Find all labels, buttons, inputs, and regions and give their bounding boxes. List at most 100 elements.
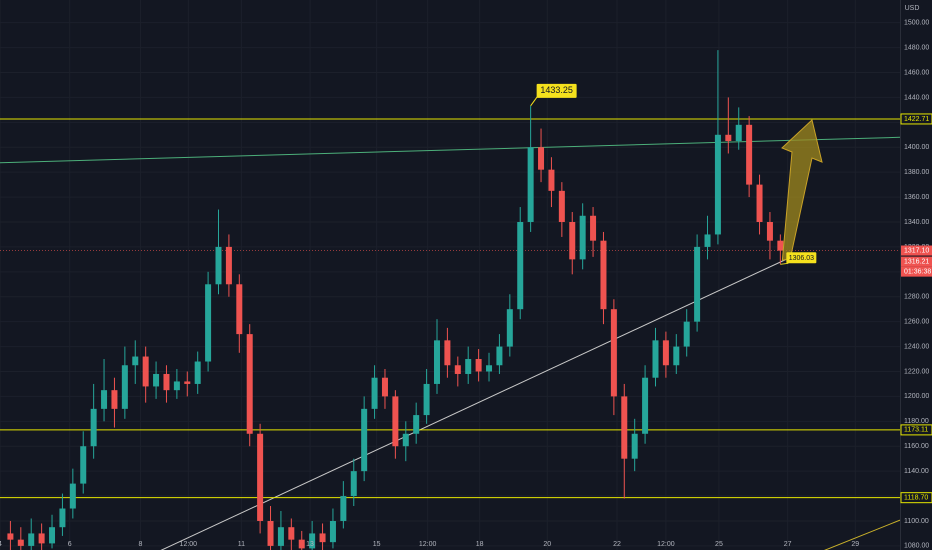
callout-label: 1433.25 — [540, 85, 573, 95]
overlays: 1433.25 1306.03 — [530, 83, 823, 265]
candle-body — [444, 340, 451, 366]
x-tick-label: 15 — [373, 541, 381, 548]
candle-body — [777, 240, 784, 251]
y-tick-label: 1260.00 — [904, 318, 929, 325]
y-tick-label: 1380.00 — [904, 169, 929, 176]
candles — [7, 50, 784, 550]
candle-body — [506, 309, 513, 347]
line-badge-label: 1173.11 — [904, 427, 928, 434]
candle-body — [631, 433, 638, 459]
candle-body — [558, 190, 565, 222]
candle-body — [475, 359, 482, 372]
candle-body — [714, 134, 721, 235]
callout-pointer — [780, 262, 789, 265]
candle-body — [735, 124, 742, 142]
candle-body — [38, 533, 45, 544]
candle-body — [236, 284, 243, 335]
candle-body — [538, 147, 545, 170]
price-badge-label: 1317.10 — [904, 247, 929, 254]
trend-line — [824, 519, 901, 550]
y-tick-label: 1340.00 — [904, 219, 929, 226]
y-tick-label: 1440.00 — [904, 94, 929, 101]
line-badge — [900, 113, 932, 125]
y-tick-label: 1460.00 — [904, 69, 929, 76]
grid — [0, 0, 900, 550]
y-tick-label: 1100.00 — [904, 518, 929, 525]
candle-body — [69, 483, 76, 509]
callout-box — [536, 83, 577, 98]
x-tick-label: 29 — [851, 541, 859, 548]
currency-label: USD — [905, 5, 920, 12]
candle-body — [673, 346, 680, 366]
candle-body — [350, 471, 357, 497]
candle-body — [17, 539, 24, 546]
y-tick-label: 1200.00 — [904, 393, 929, 400]
candle-body — [652, 340, 659, 378]
candle-body — [309, 533, 316, 549]
candle-body — [132, 356, 139, 366]
candle-body — [163, 373, 170, 391]
candle-body — [49, 527, 56, 544]
candle-body — [28, 533, 35, 546]
candle-body — [298, 539, 305, 549]
line-badge — [900, 424, 932, 436]
price-badge-label: 1316.21 — [904, 258, 929, 265]
candle-body — [642, 377, 649, 434]
y-tick-label: 1180.00 — [904, 418, 929, 425]
x-tick-label: 6 — [68, 541, 72, 548]
candle-body — [704, 234, 711, 247]
candle-body — [756, 184, 763, 222]
candle-body — [111, 390, 118, 409]
candle-body — [246, 334, 253, 434]
y-tick-label: 1400.00 — [904, 144, 929, 151]
y-tick-label: 1160.00 — [904, 443, 929, 450]
candle-body — [569, 221, 576, 260]
candle-body — [80, 446, 87, 484]
candle-body — [101, 390, 108, 409]
x-tick-label: 25 — [715, 541, 723, 548]
x-tick-label: 12:00 — [657, 541, 675, 548]
x-tick-label: 18 — [476, 541, 484, 548]
candle-body — [610, 309, 617, 397]
candle-body — [527, 147, 534, 222]
y-tick-label: 1220.00 — [904, 368, 929, 375]
x-tick-label: 4 — [0, 541, 2, 548]
candle-body — [548, 169, 555, 191]
x-tick-label: 11 — [238, 541, 245, 548]
forecast-arrow — [781, 119, 823, 261]
candle-body — [153, 373, 160, 387]
candle-body — [257, 433, 264, 521]
candle-body — [413, 415, 420, 434]
candle-body — [215, 246, 222, 285]
x-tick-label: 12:00 — [419, 541, 437, 548]
line-badge — [900, 492, 932, 504]
candle-body — [288, 527, 295, 540]
y-tick-label: 1240.00 — [904, 343, 929, 350]
candle-body — [173, 381, 180, 391]
candle-body — [694, 246, 701, 322]
candle-body — [496, 346, 503, 366]
candle-body — [90, 408, 97, 447]
candle-body — [267, 520, 274, 546]
candle-body — [402, 433, 409, 447]
x-tick-label: 13 — [306, 541, 314, 548]
candle-body — [579, 215, 586, 260]
candle-body — [433, 340, 440, 384]
candle-body — [121, 365, 128, 409]
candle-body — [465, 359, 472, 374]
y-tick-label: 1480.00 — [904, 44, 929, 51]
candle-body — [329, 520, 336, 543]
candle-body — [7, 533, 14, 540]
candle-body — [517, 221, 524, 310]
x-tick-label: 20 — [543, 541, 551, 548]
candle-body — [340, 496, 347, 521]
candle-body — [225, 246, 232, 285]
price-badge — [901, 256, 932, 267]
candle-body — [194, 361, 201, 384]
candle-body — [683, 321, 690, 347]
candle-body — [621, 396, 628, 459]
candle-body — [381, 377, 388, 397]
y-tick-label: 1360.00 — [904, 194, 929, 201]
